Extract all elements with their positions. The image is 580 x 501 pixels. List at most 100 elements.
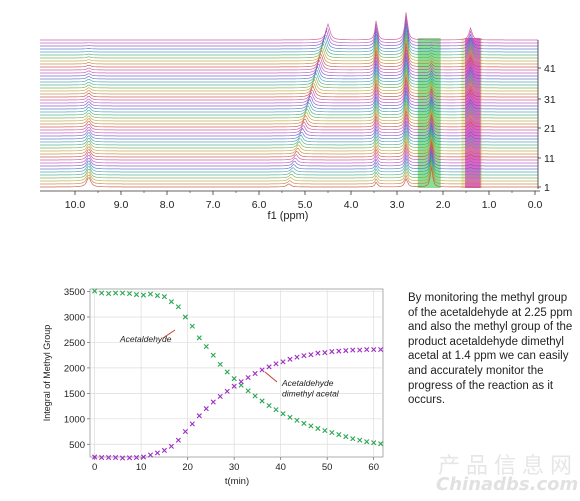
ppm-tick-label: 0.0	[528, 199, 543, 211]
y-tick-label: 2000	[64, 363, 85, 374]
spectrum-trace	[40, 53, 538, 77]
ppm-axis: 10.0 9.0 8.0 7.0 6.0 5.0 4.0 3.0 2.0 1.0 0.0	[40, 190, 543, 211]
series-acetal	[92, 346, 384, 461]
data-point	[294, 354, 300, 360]
spectrum-trace	[40, 120, 538, 137]
data-point	[112, 290, 119, 296]
data-point	[99, 454, 105, 461]
spectrum-trace	[40, 153, 538, 173]
data-point	[154, 293, 161, 299]
data-point	[126, 455, 133, 461]
spectra-stack	[40, 12, 538, 188]
spectrum-trace	[40, 100, 538, 119]
data-point	[224, 369, 230, 375]
y-tick-label: 1500	[64, 389, 85, 400]
data-point	[238, 379, 244, 385]
data-point	[252, 370, 258, 377]
spectrum-trace	[40, 46, 538, 71]
data-point	[189, 323, 195, 329]
spectrum-trace	[40, 90, 538, 110]
spectrum-trace	[40, 80, 538, 101]
ppm-tick-label: 3.0	[390, 199, 405, 211]
data-point	[364, 346, 370, 353]
spectrum-trace	[40, 70, 538, 92]
data-point	[245, 374, 251, 381]
acetaldehyde-label: Acetaldehyde	[119, 334, 172, 344]
spectrum-trace	[40, 143, 538, 161]
spectrum-trace	[40, 124, 538, 140]
ppm-tick-label: 5.0	[298, 199, 313, 211]
spectrum-trace	[40, 127, 538, 143]
data-point	[217, 393, 223, 400]
spectrum-trace	[40, 156, 538, 176]
spectrum-trace	[40, 140, 538, 158]
spectrum-trace	[40, 133, 538, 149]
spectrum-trace	[40, 49, 538, 74]
spectrum-trace	[40, 36, 538, 62]
ppm-tick-label: 6.0	[252, 199, 267, 211]
spectrum-trace	[40, 73, 538, 95]
data-point	[119, 290, 126, 296]
x-tick-label: 60	[368, 462, 379, 473]
ppm-axis-label: f1 (ppm)	[268, 210, 309, 222]
data-point	[364, 439, 370, 445]
data-point	[133, 292, 140, 298]
plot-grid	[90, 289, 383, 457]
index-tick-label: 1	[544, 182, 550, 194]
data-point	[231, 376, 237, 382]
acetal-label: Acetaldehyde dimethyl acetal	[281, 378, 340, 399]
data-point	[168, 443, 174, 449]
data-point	[273, 407, 279, 413]
data-point	[343, 434, 349, 440]
ppm-tick-label: 4.0	[344, 199, 359, 211]
data-point	[196, 413, 202, 419]
y-tick-label: 500	[69, 440, 85, 451]
ppm-tick-label: 7.0	[206, 199, 221, 211]
spectrum-trace	[40, 161, 538, 182]
index-tick-label: 21	[544, 123, 556, 135]
ppm-tick-label: 2.0	[436, 199, 451, 211]
spectrum-trace	[40, 117, 538, 134]
watermark-chinese: 产品信息网	[438, 454, 579, 479]
spectrum-trace	[40, 22, 538, 50]
data-point	[210, 352, 216, 358]
spectrum-trace	[40, 114, 538, 131]
spectrum-trace	[40, 107, 538, 125]
data-point	[196, 335, 202, 341]
data-point	[378, 346, 384, 353]
spectrum-trace	[40, 86, 538, 107]
spectrum-trace	[40, 42, 538, 68]
data-point	[280, 359, 286, 365]
plot-axes: 500 1000 1500 2000 2500 3000 3500 0 10 20 30 40 50 60	[64, 287, 379, 473]
data-point	[210, 399, 216, 405]
data-point	[371, 440, 377, 446]
spectrum-trace	[40, 63, 538, 86]
spectrum-trace	[40, 135, 538, 152]
data-point	[301, 353, 307, 359]
nmr-stack-plot: 10.0 9.0 8.0 7.0 6.0 5.0 4.0 3.0 2.0 1.0 0.0 41 31 2…	[40, 12, 556, 222]
watermark-english: Chinadbs.com	[436, 474, 579, 495]
data-point	[308, 352, 314, 358]
index-tick-label: 41	[544, 63, 556, 75]
data-point	[273, 361, 279, 367]
x-tick-label: 0	[92, 462, 97, 473]
data-point	[161, 447, 168, 453]
data-point	[119, 455, 126, 461]
data-point	[140, 454, 147, 460]
data-point	[350, 347, 356, 353]
spectrum-trace	[40, 39, 538, 65]
series-acetaldehyde	[92, 288, 384, 447]
spectrum-trace	[40, 138, 538, 155]
kinetics-plot: 500 1000 1500 2000 2500 3000 3500 0 10 20 30 40 50 60…	[42, 287, 384, 487]
spectrum-trace	[40, 12, 538, 41]
integral-axis-label: Integral of Methyl Group	[42, 325, 52, 422]
spectrum-trace	[40, 103, 538, 122]
data-point	[259, 398, 265, 404]
data-point	[357, 437, 363, 443]
data-point	[175, 437, 181, 443]
data-point	[252, 393, 258, 399]
data-point	[308, 423, 314, 429]
data-point	[329, 349, 335, 355]
data-point	[245, 388, 251, 394]
